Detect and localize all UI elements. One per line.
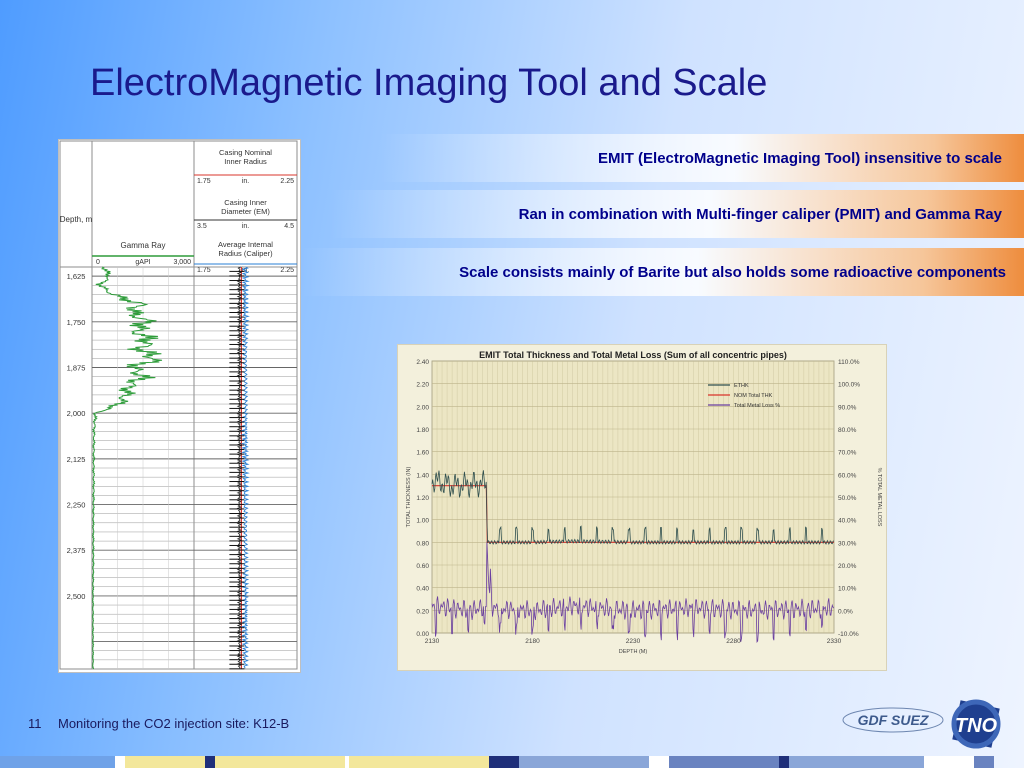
- bullet-scale: Scale consists mainly of Barite but also…: [300, 248, 1024, 296]
- legend-label: Total Metal Loss %: [734, 403, 780, 409]
- emit-x-tick-label: 2230: [626, 638, 641, 645]
- legend-label: ETHK: [734, 383, 749, 389]
- gamma-unit: gAPI: [135, 259, 150, 266]
- emit-y2-tick-label: 30.0%: [838, 540, 857, 547]
- emit-y2-tick-label: 80.0%: [838, 427, 857, 434]
- casing-header-3: Radius (Caliper): [218, 249, 273, 258]
- emit-y-tick-label: 2.00: [416, 404, 429, 411]
- legend-label: NOM Total THK: [734, 393, 773, 399]
- casing-scale-min: 1.75: [197, 267, 211, 274]
- casing-scale-max: 2.25: [280, 178, 294, 185]
- page-number: 11: [28, 716, 42, 731]
- emit-y2-tick-label: 70.0%: [838, 450, 857, 457]
- footer-text: Monitoring the CO2 injection site: K12-B: [58, 716, 290, 731]
- emit-y2-tick-label: 10.0%: [838, 586, 857, 593]
- series-total-metal-loss: [431, 541, 835, 644]
- emit-y2-tick-label: 90.0%: [838, 404, 857, 411]
- caliper-trace: [240, 266, 250, 669]
- depth-tick-label: 2,500: [67, 592, 86, 601]
- emit-y-tick-label: 0.40: [416, 586, 429, 593]
- emit-y-tick-label: 0.00: [416, 631, 429, 638]
- casing-header-2: Casing Inner: [224, 198, 267, 207]
- emit-x-tick-label: 2330: [827, 638, 842, 645]
- gamma-max: 3,000: [173, 259, 191, 266]
- depth-tick-label: 1,750: [67, 318, 86, 327]
- casing-scale-unit: in.: [242, 178, 249, 185]
- emit-y2-axis-label: % TOTAL METAL LOSS: [876, 468, 882, 527]
- emit-y2-tick-label: -10.0%: [838, 631, 859, 638]
- emit-y-tick-label: 2.40: [416, 359, 429, 366]
- emit-x-tick-label: 2180: [525, 638, 540, 645]
- depth-tick-label: 1,875: [67, 364, 86, 373]
- emit-chart-panel: EMIT Total Thickness and Total Metal Los…: [397, 344, 887, 671]
- gamma-min: 0: [96, 259, 100, 266]
- depth-tick-label: 2,000: [67, 409, 86, 418]
- depth-tick-label: 2,375: [67, 546, 86, 555]
- footer-color-bar: [0, 756, 1024, 768]
- casing-scale-min: 1.75: [197, 178, 211, 185]
- emit-y-tick-label: 1.20: [416, 495, 429, 502]
- emit-y-tick-label: 2.20: [416, 382, 429, 389]
- casing-header-1: Casing Nominal: [219, 148, 272, 157]
- emit-y-tick-label: 0.80: [416, 540, 429, 547]
- casing-header-3: Average Internal: [218, 240, 273, 249]
- tno-logo: TNO: [951, 699, 1001, 749]
- slide-title: ElectroMagnetic Imaging Tool and Scale: [90, 62, 768, 104]
- emit-y-tick-label: 1.00: [416, 518, 429, 525]
- emit-y2-tick-label: 60.0%: [838, 472, 857, 479]
- emit-chart: EMIT Total Thickness and Total Metal Los…: [406, 350, 882, 655]
- emit-y2-tick-label: 20.0%: [838, 563, 857, 570]
- emit-y-tick-label: 1.80: [416, 427, 429, 434]
- emit-y-tick-label: 0.20: [416, 608, 429, 615]
- well-log-panel: Depth, m Gamma Ray 0 gAPI 3,000 Casing Nomina…: [58, 139, 301, 673]
- depth-tick-label: 2,125: [67, 455, 86, 464]
- depth-header: Depth, m: [60, 215, 93, 224]
- emit-y2-tick-label: 100.0%: [838, 382, 860, 389]
- emit-y2-tick-label: 0.0%: [838, 608, 853, 615]
- emit-y-tick-label: 1.40: [416, 472, 429, 479]
- emit-x-tick-label: 2280: [726, 638, 741, 645]
- casing-header-2: Diameter (EM): [221, 207, 270, 216]
- bullet-emit: EMIT (ElectroMagnetic Imaging Tool) inse…: [380, 134, 1024, 182]
- emit-chart-title: EMIT Total Thickness and Total Metal Los…: [479, 350, 787, 360]
- casing-header-1: Inner Radius: [224, 157, 267, 166]
- logos: GDF SUEZ TNO: [838, 696, 1018, 752]
- gamma-header: Gamma Ray: [121, 241, 166, 250]
- casing-scale-unit: in.: [242, 223, 249, 230]
- gamma-ray-trace: [91, 266, 163, 670]
- emit-x-tick-label: 2130: [425, 638, 440, 645]
- gdf-suez-logo: GDF SUEZ: [842, 707, 944, 733]
- emit-y2-tick-label: 110.0%: [838, 359, 860, 366]
- emit-y2-tick-label: 50.0%: [838, 495, 857, 502]
- series-ethk: [431, 470, 835, 545]
- emit-y-tick-label: 1.60: [416, 450, 429, 457]
- depth-tick-label: 1,625: [67, 272, 86, 281]
- depth-tick-label: 2,250: [67, 501, 86, 510]
- emit-y-axis-label: TOTAL THICKNESS (IN): [406, 467, 412, 528]
- casing-scale-max: 2.25: [280, 267, 294, 274]
- gdf-suez-text: GDF SUEZ: [858, 712, 929, 728]
- bullet-combination: Ran in combination with Multi-finger cal…: [330, 190, 1024, 238]
- emit-y-tick-label: 0.60: [416, 563, 429, 570]
- emit-y2-tick-label: 40.0%: [838, 518, 857, 525]
- casing-scale-min: 3.5: [197, 223, 207, 230]
- tno-text: TNO: [955, 715, 998, 737]
- well-log-chart: Depth, m Gamma Ray 0 gAPI 3,000 Casing Nomina…: [59, 140, 298, 670]
- casing-scale-max: 4.5: [284, 223, 294, 230]
- emit-x-axis-label: DEPTH (M): [619, 649, 648, 655]
